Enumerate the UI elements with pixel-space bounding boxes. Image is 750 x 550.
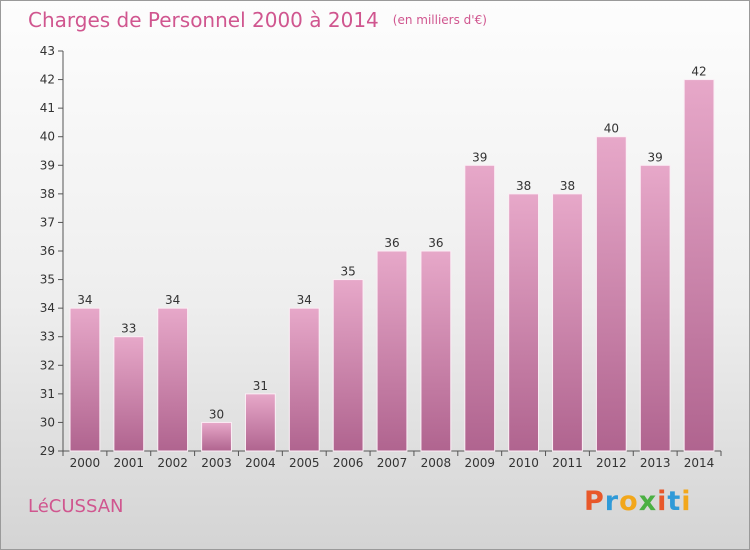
y-tick-label: 43 bbox=[40, 44, 55, 58]
chart-title: Charges de Personnel 2000 à 2014 (en mill… bbox=[28, 8, 487, 32]
bars bbox=[69, 79, 715, 452]
x-tick-label-2000: 2000 bbox=[70, 456, 101, 470]
logo-letter: P bbox=[584, 486, 605, 517]
bar-2003 bbox=[201, 421, 232, 452]
bar-2007 bbox=[376, 250, 408, 452]
x-tick-label-2011: 2011 bbox=[552, 456, 583, 470]
commune-name: LéCUSSAN bbox=[28, 496, 124, 517]
proxiti-logo: Proxiti bbox=[584, 486, 692, 517]
bar-2005 bbox=[288, 307, 320, 452]
y-axis: 29 30 31 32 33 34 35 36 37 38 39 40 41 42 43 bbox=[40, 44, 64, 458]
bar-2006 bbox=[332, 279, 364, 452]
x-axis: 2000 2001 2002 2003 2004 2005 2006 2007 2008 2009… bbox=[62, 450, 722, 470]
bar-2008 bbox=[420, 250, 452, 452]
bar-2012 bbox=[595, 136, 627, 452]
chart-unit: (en milliers d'€) bbox=[392, 13, 487, 27]
y-tick-label: 42 bbox=[40, 73, 55, 87]
x-tick-label-2013: 2013 bbox=[640, 456, 671, 470]
data-label-2000: 34 bbox=[77, 293, 92, 307]
data-label-2010: 38 bbox=[516, 179, 531, 193]
y-tick-label: 36 bbox=[40, 244, 55, 258]
chart-title-text: Charges de Personnel 2000 à 2014 bbox=[28, 8, 379, 32]
x-tick-label-2005: 2005 bbox=[289, 456, 320, 470]
x-tick-label-2012: 2012 bbox=[596, 456, 627, 470]
y-tick-label: 31 bbox=[40, 387, 55, 401]
y-tick-label: 37 bbox=[40, 215, 55, 229]
logo-letter: i bbox=[657, 486, 668, 517]
data-label-2013: 39 bbox=[648, 150, 663, 164]
bar-2010 bbox=[508, 193, 540, 452]
y-tick-label: 35 bbox=[40, 273, 55, 287]
bar-2004 bbox=[244, 393, 276, 452]
logo-letter: x bbox=[638, 486, 658, 517]
data-label-2001: 33 bbox=[121, 322, 136, 336]
bar-2002 bbox=[157, 307, 189, 452]
y-tick-label: 41 bbox=[40, 101, 55, 115]
data-label-2014: 42 bbox=[691, 65, 706, 79]
x-tick-label-2014: 2014 bbox=[684, 456, 715, 470]
x-tick-label-2002: 2002 bbox=[157, 456, 188, 470]
bar-2001 bbox=[113, 336, 145, 452]
logo-letter: r bbox=[604, 486, 620, 517]
data-label-2006: 35 bbox=[340, 265, 355, 279]
data-label-2007: 36 bbox=[384, 236, 399, 250]
y-tick-label: 30 bbox=[40, 415, 55, 429]
data-label-2005: 34 bbox=[297, 293, 312, 307]
x-tick-label-2001: 2001 bbox=[114, 456, 145, 470]
y-tick-label: 40 bbox=[40, 130, 55, 144]
y-tick-label: 39 bbox=[40, 158, 55, 172]
y-tick-label: 34 bbox=[40, 301, 55, 315]
data-label-2008: 36 bbox=[428, 236, 443, 250]
bar-2000 bbox=[69, 307, 101, 452]
data-label-2004: 31 bbox=[253, 379, 268, 393]
bar-2013 bbox=[639, 164, 671, 452]
x-tick-label-2006: 2006 bbox=[333, 456, 364, 470]
x-tick-label-2003: 2003 bbox=[201, 456, 232, 470]
x-tick-label-2009: 2009 bbox=[464, 456, 495, 470]
logo-letter: i bbox=[681, 486, 692, 517]
x-tick-label-2010: 2010 bbox=[508, 456, 539, 470]
bar-2011 bbox=[552, 193, 583, 452]
data-label-2011: 38 bbox=[560, 179, 575, 193]
logo-letter: o bbox=[619, 486, 639, 517]
data-label-2002: 34 bbox=[165, 293, 180, 307]
bar-2014 bbox=[683, 79, 715, 452]
bar-2009 bbox=[464, 164, 496, 452]
data-label-2003: 30 bbox=[209, 407, 224, 421]
data-label-2012: 40 bbox=[604, 122, 619, 136]
logo-letter: t bbox=[667, 486, 682, 517]
data-labels: 34 33 34 30 31 34 35 36 36 39 38 38 40 39 42 bbox=[77, 65, 706, 422]
x-tick-label-2007: 2007 bbox=[377, 456, 408, 470]
x-tick-label-2004: 2004 bbox=[245, 456, 276, 470]
y-tick-label: 32 bbox=[40, 358, 55, 372]
y-tick-label: 38 bbox=[40, 187, 55, 201]
y-tick-label: 29 bbox=[40, 444, 55, 458]
x-tick-label-2008: 2008 bbox=[421, 456, 452, 470]
y-tick-label: 33 bbox=[40, 330, 55, 344]
data-label-2009: 39 bbox=[472, 150, 487, 164]
